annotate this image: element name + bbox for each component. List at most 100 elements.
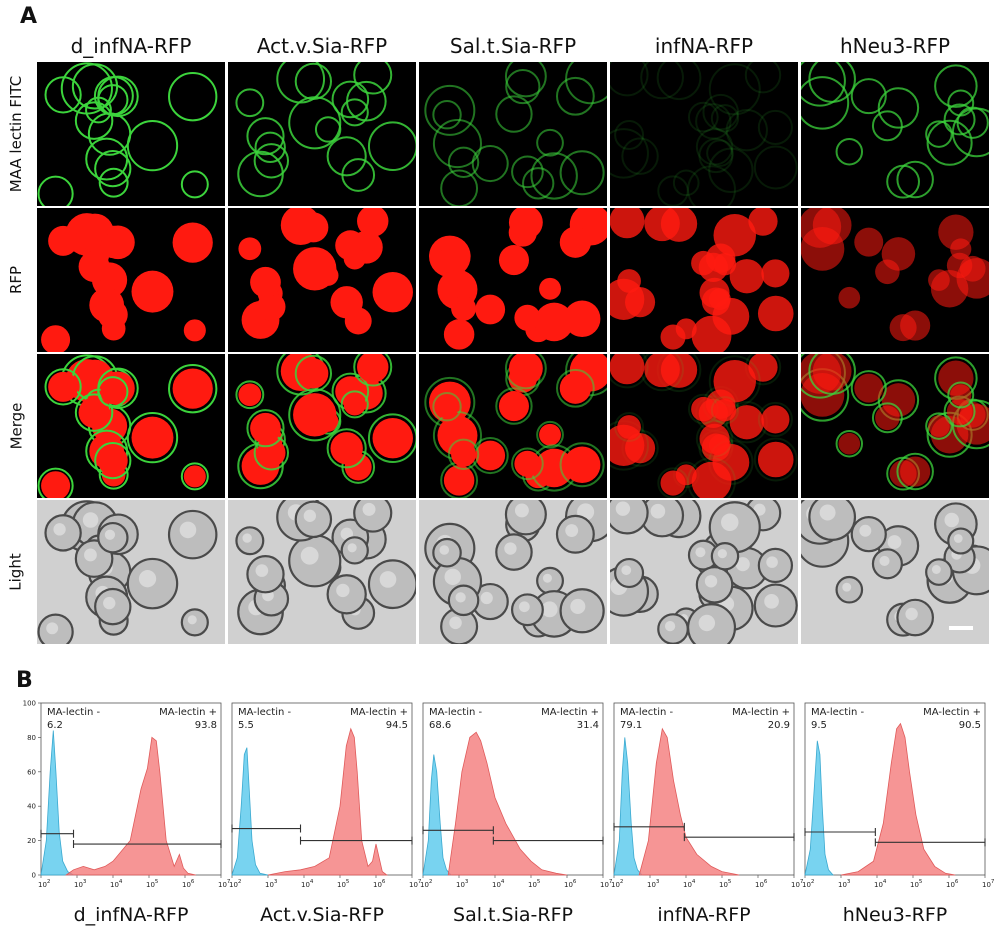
gate-value-positive: 93.8: [195, 720, 217, 731]
gate-value-positive: 94.5: [386, 720, 408, 731]
column-title-infna: infNA-RFP: [654, 34, 754, 58]
x-tick-label: 102: [802, 879, 814, 889]
x-tick-label: 105: [528, 879, 541, 889]
positive-gate: [683, 833, 795, 842]
x-tick-label: 103: [265, 879, 278, 889]
x-tick-label: 107: [600, 879, 613, 889]
gate-label-negative: MA-lectin -: [238, 707, 292, 718]
negative-peak: [804, 740, 834, 876]
x-tick-label: 106: [182, 879, 195, 889]
x-tick-label: 104: [301, 879, 314, 889]
micrograph-fitc-2: [228, 62, 416, 206]
positive-peak: [267, 727, 388, 876]
micrograph-rfp-5: [801, 208, 989, 352]
x-tick-label: 107: [409, 879, 422, 889]
x-tick-label: 103: [647, 879, 660, 889]
x-tick-label: 106: [755, 879, 768, 889]
plot-frame: [613, 702, 795, 876]
micrograph-merge-5: [801, 354, 989, 498]
x-tick-label: 102: [420, 879, 432, 889]
gate-label-negative: MA-lectin -: [47, 707, 101, 718]
x-tick-label: 107: [982, 879, 995, 889]
positive-gate: [874, 838, 986, 847]
positive-peak: [840, 722, 956, 876]
plot-frame: [231, 702, 413, 876]
positive-gate: [492, 836, 604, 845]
x-tick-label: 105: [719, 879, 732, 889]
negative-gate: [804, 828, 876, 836]
gate-label-negative: MA-lectin -: [620, 707, 674, 718]
column-title-act-v-sia: Act.v.Sia-RFP: [256, 34, 388, 58]
negative-gate: [40, 829, 75, 838]
gate-label-positive: MA-lectin +: [159, 707, 217, 718]
facs-sample-label: Sal.t.Sia-RFP: [453, 904, 573, 926]
x-tick-label: 106: [564, 879, 577, 889]
y-tick-label: 60: [27, 768, 36, 776]
gate-label-negative: MA-lectin -: [811, 707, 865, 718]
micrograph-fitc-3: [419, 62, 607, 206]
x-tick-label: 105: [337, 879, 350, 889]
micrograph-rfp-1: [37, 208, 225, 352]
row-label-maa-lectin: MAA lectin FITC: [7, 75, 25, 193]
column-title-hneu3: hNeu3-RFP: [839, 34, 951, 58]
micrograph-light-1: [37, 500, 225, 644]
row-label-rfp: RFP: [7, 265, 26, 295]
micrograph-fitc-1: [37, 62, 225, 206]
gate-value-positive: 20.9: [768, 720, 790, 731]
micrograph-rfp-4: [610, 208, 798, 352]
x-tick-label: 105: [910, 879, 923, 889]
positive-peak: [638, 727, 740, 876]
facs-sample-label: hNeu3-RFP: [842, 904, 948, 926]
x-tick-label: 105: [146, 879, 159, 889]
gate-label-positive: MA-lectin +: [923, 707, 981, 718]
facs-histogram-1: 0 20 40 60 80 100 102 103 104 105 106 107 MA-lectin …: [23, 697, 231, 897]
gate-value-negative: 9.5: [811, 720, 827, 731]
gate-label-positive: MA-lectin +: [350, 707, 408, 718]
negative-peak: [231, 747, 269, 876]
facs-histogram-4: 102 103 104 105 106 107 MA-lectin - 79.1 MA-lect…: [610, 697, 804, 897]
micrograph-fitc-5: [801, 62, 989, 206]
gate-value-positive: 90.5: [959, 720, 981, 731]
gate-value-positive: 31.4: [577, 720, 599, 731]
micrograph-merge-2: [228, 354, 416, 498]
x-tick-label: 107: [218, 879, 231, 889]
x-tick-label: 104: [874, 879, 887, 889]
facs-sample-label: Act.v.Sia-RFP: [260, 904, 384, 926]
positive-peak: [64, 736, 196, 876]
gate-label-positive: MA-lectin +: [541, 707, 599, 718]
y-tick-label: 20: [27, 837, 36, 845]
facs-histogram-5: 102 103 104 105 106 107 MA-lectin - 9.5 MA-lecti…: [801, 697, 995, 897]
negative-gate: [613, 822, 685, 831]
gate-label-positive: MA-lectin +: [732, 707, 790, 718]
positive-gate: [299, 836, 413, 845]
x-tick-label: 104: [683, 879, 696, 889]
x-tick-label: 103: [74, 879, 87, 889]
positive-peak: [447, 731, 568, 876]
x-tick-label: 102: [611, 879, 623, 889]
gate-value-negative: 79.1: [620, 720, 642, 731]
x-tick-label: 104: [110, 879, 123, 889]
column-title-sal-t-sia: Sal.t.Sia-RFP: [449, 34, 577, 58]
row-label-merge: Merge: [7, 402, 26, 450]
gate-value-negative: 6.2: [47, 720, 63, 731]
x-tick-label: 106: [946, 879, 959, 889]
y-tick-label: 40: [27, 803, 36, 811]
x-tick-label: 103: [456, 879, 469, 889]
facs-histogram-3: 102 103 104 105 106 107 MA-lectin - 68.6 MA-lect…: [419, 697, 613, 897]
x-tick-label: 104: [492, 879, 505, 889]
column-title-d-infna: d_infNA-RFP: [70, 34, 192, 58]
panel-a-letter: A: [20, 4, 38, 29]
micrograph-light-5: [801, 500, 989, 644]
x-tick-label: 107: [791, 879, 804, 889]
y-tick-label: 100: [23, 700, 36, 708]
negative-gate: [422, 826, 494, 835]
gate-label-negative: MA-lectin -: [429, 707, 483, 718]
y-tick-label: 80: [27, 734, 36, 742]
micrograph-light-2: [228, 500, 416, 644]
micrograph-light-3: [419, 500, 607, 644]
x-tick-label: 102: [229, 879, 241, 889]
facs-histogram-2: 102 103 104 105 106 107 MA-lectin - 5.5 MA-lecti…: [228, 697, 422, 897]
facs-sample-label: infNA-RFP: [657, 904, 751, 926]
micrograph-fitc-4: [610, 62, 798, 206]
y-tick-label: 0: [32, 872, 36, 880]
